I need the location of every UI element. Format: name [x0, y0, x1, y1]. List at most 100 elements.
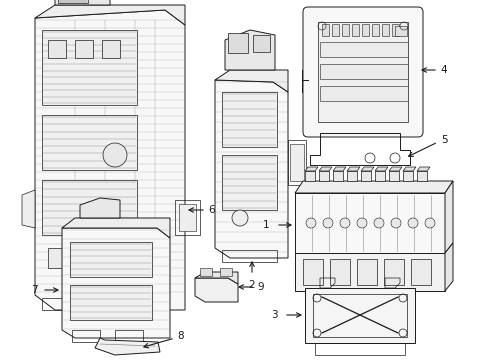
Polygon shape [319, 171, 329, 181]
Polygon shape [445, 181, 453, 253]
Bar [313, 294, 407, 337]
Text: 4: 4 [440, 65, 446, 75]
Polygon shape [305, 171, 315, 181]
Bar [115, 330, 143, 342]
Bar [411, 259, 431, 285]
Bar [222, 155, 277, 210]
Bar [253, 35, 270, 52]
Bar [83, 248, 108, 268]
Bar [357, 259, 377, 285]
Polygon shape [333, 171, 343, 181]
Bar [42, 180, 137, 235]
Polygon shape [375, 171, 385, 181]
Bar [58, 0, 88, 3]
Circle shape [103, 143, 127, 167]
Bar [42, 30, 137, 105]
Circle shape [391, 218, 401, 228]
Bar [179, 204, 196, 231]
Circle shape [232, 210, 248, 226]
Polygon shape [417, 171, 427, 181]
Polygon shape [195, 272, 238, 284]
Text: 7: 7 [31, 285, 38, 295]
Polygon shape [22, 190, 35, 228]
Bar [318, 22, 408, 122]
Bar [303, 259, 323, 285]
Bar [315, 343, 405, 355]
Polygon shape [319, 167, 332, 171]
Text: 9: 9 [257, 282, 264, 292]
Polygon shape [389, 171, 399, 181]
Bar [48, 40, 66, 58]
Text: 1: 1 [262, 220, 269, 230]
Bar [372, 24, 379, 36]
Polygon shape [80, 198, 120, 218]
Bar [290, 144, 304, 181]
Circle shape [374, 218, 384, 228]
Polygon shape [375, 167, 388, 171]
Polygon shape [361, 167, 374, 171]
Polygon shape [95, 338, 160, 355]
Polygon shape [305, 167, 318, 171]
Bar [320, 42, 408, 57]
Polygon shape [215, 80, 288, 258]
Polygon shape [403, 167, 416, 171]
Text: 5: 5 [441, 135, 448, 145]
Polygon shape [295, 181, 453, 193]
Bar [342, 24, 349, 36]
Bar [175, 200, 200, 235]
Bar [118, 248, 143, 268]
Bar [102, 40, 120, 58]
Text: 6: 6 [208, 205, 215, 215]
Bar [48, 248, 73, 268]
Polygon shape [62, 228, 170, 338]
Bar [305, 288, 415, 343]
Circle shape [306, 218, 316, 228]
Bar [395, 26, 407, 36]
Bar [332, 24, 339, 36]
Circle shape [408, 218, 418, 228]
Text: 3: 3 [271, 310, 278, 320]
Polygon shape [403, 171, 413, 181]
Text: 2: 2 [249, 280, 255, 290]
Bar [42, 298, 72, 310]
Bar [222, 250, 277, 262]
Bar [362, 24, 369, 36]
Text: 8: 8 [177, 331, 184, 341]
Bar [75, 40, 93, 58]
Bar [70, 285, 152, 320]
Bar [42, 115, 137, 170]
Circle shape [323, 218, 333, 228]
Bar [72, 330, 100, 342]
Bar [70, 242, 152, 277]
Bar [320, 64, 408, 79]
Circle shape [340, 218, 350, 228]
Bar [288, 140, 306, 185]
Bar [320, 86, 408, 101]
Polygon shape [347, 167, 360, 171]
Circle shape [425, 218, 435, 228]
Polygon shape [333, 167, 346, 171]
Bar [295, 193, 445, 253]
Polygon shape [55, 0, 110, 5]
Bar [352, 24, 359, 36]
Polygon shape [35, 10, 185, 310]
Bar [228, 33, 248, 53]
Polygon shape [225, 30, 275, 70]
Polygon shape [361, 171, 371, 181]
Polygon shape [62, 218, 170, 238]
Bar [222, 92, 277, 147]
Polygon shape [215, 70, 288, 92]
Bar [100, 298, 130, 310]
Polygon shape [35, 5, 185, 25]
Bar [330, 259, 350, 285]
Bar [382, 24, 389, 36]
Bar [295, 253, 445, 291]
Bar [220, 268, 232, 276]
Circle shape [357, 218, 367, 228]
Bar [384, 259, 404, 285]
Bar [392, 24, 399, 36]
FancyBboxPatch shape [303, 7, 423, 137]
Polygon shape [417, 167, 430, 171]
Polygon shape [389, 167, 402, 171]
Bar [200, 268, 212, 276]
